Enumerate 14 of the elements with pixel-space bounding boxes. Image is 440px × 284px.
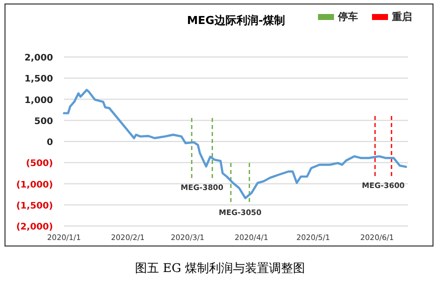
text: 图五 EG 煤制利润与装置调整图 — [135, 261, 305, 275]
y-tick-label: (500) — [26, 159, 53, 170]
y-tick-label: 1,500 — [24, 74, 53, 85]
y-tick-label: 0 — [46, 138, 53, 148]
chart-title: MEG边际利润-煤制 — [186, 14, 286, 27]
legend-label: 重启 — [391, 11, 412, 23]
y-tick-label: (1,000) — [16, 180, 53, 190]
legend-label: 停车 — [337, 11, 358, 23]
line-series — [62, 88, 408, 200]
y-tick-label: 2,000 — [24, 54, 53, 64]
y-tick-label: (1,500) — [16, 201, 53, 212]
y-tick-label: 1,000 — [24, 96, 53, 106]
y-tick-label: (2,000) — [16, 222, 53, 232]
y-tick-label: 500 — [34, 116, 53, 127]
